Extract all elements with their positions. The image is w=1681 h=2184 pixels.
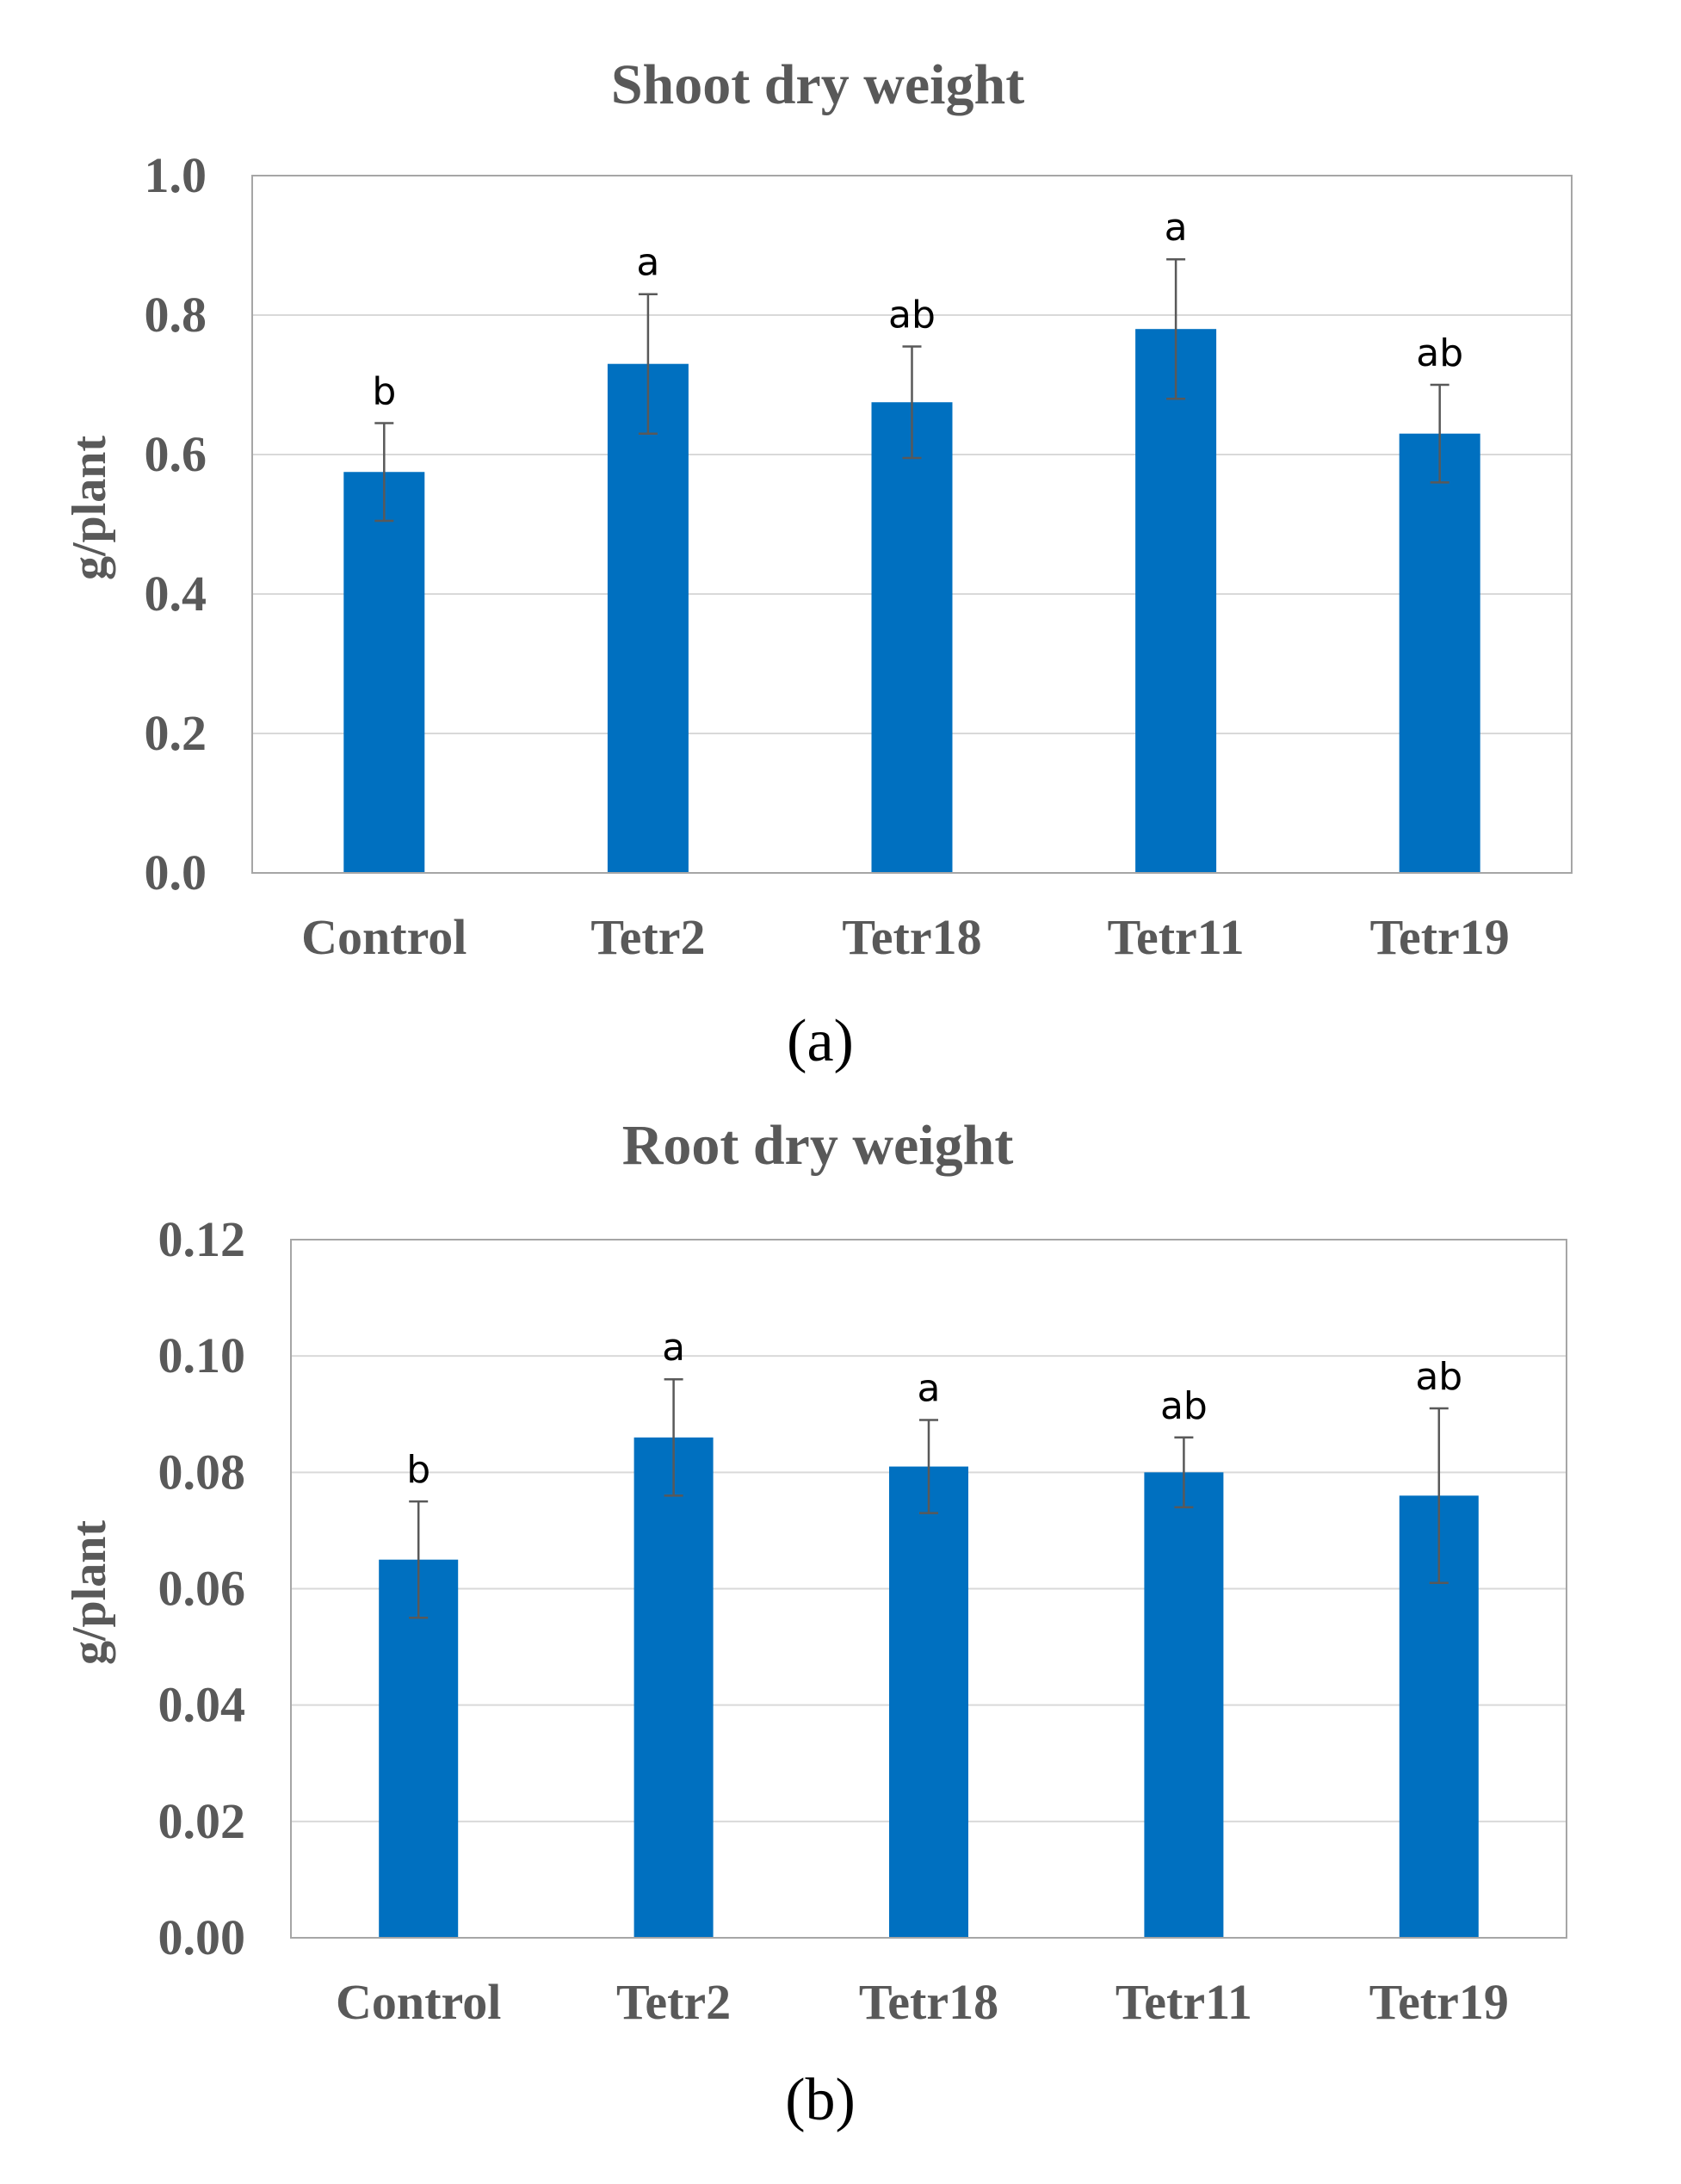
y-tick-label: 0.4 xyxy=(145,566,207,622)
y-tick-label: 0.8 xyxy=(145,287,207,343)
bar xyxy=(1399,433,1480,873)
bars xyxy=(379,1437,1479,1938)
x-tick-label: Tetr11 xyxy=(1116,1974,1252,2030)
bar xyxy=(343,472,425,873)
bar xyxy=(1135,329,1217,873)
bar xyxy=(633,1437,714,1938)
panel-label: (a) xyxy=(787,1008,854,1074)
y-tick-label: 0.02 xyxy=(158,1793,246,1849)
significance-label: ab xyxy=(888,293,936,337)
y-axis-title: g/plant xyxy=(63,1520,116,1665)
chart-title: Root dry weight xyxy=(622,1114,1014,1177)
bar xyxy=(871,402,953,873)
significance-label: a xyxy=(662,1326,685,1370)
x-tick-label: Tetr18 xyxy=(859,1974,998,2030)
x-tick-label: Tetr19 xyxy=(1369,1974,1509,2030)
chart-title: Shoot dry weight xyxy=(611,53,1024,116)
error-bar xyxy=(638,293,658,435)
y-tick-label: 0.00 xyxy=(158,1909,246,1965)
significance-label: a xyxy=(1165,206,1188,250)
y-axis-title: g/plant xyxy=(63,436,116,580)
error-bar xyxy=(1166,257,1186,400)
error-bar xyxy=(1174,1436,1194,1509)
significance-labels: b a ab a ab xyxy=(372,206,1463,413)
error-bar xyxy=(374,422,394,523)
bar xyxy=(379,1559,459,1938)
x-tick-label: Tetr11 xyxy=(1108,909,1245,965)
y-tick-label: 0.06 xyxy=(158,1561,246,1617)
x-tick-labels: Control Tetr2 Tetr18 Tetr11 Tetr19 xyxy=(301,909,1510,965)
bar xyxy=(607,363,689,873)
error-bar xyxy=(664,1377,683,1497)
significance-labels: b a a ab ab xyxy=(406,1326,1462,1492)
x-tick-label: Tetr2 xyxy=(616,1974,731,2030)
y-tick-labels: 0.00 0.02 0.04 0.06 0.08 0.10 0.12 xyxy=(158,1211,246,1965)
error-bars xyxy=(409,1377,1449,1619)
y-tick-label: 0.04 xyxy=(158,1677,246,1733)
significance-label: a xyxy=(918,1367,941,1411)
plot-area-frame xyxy=(290,1239,1567,1939)
x-tick-label: Control xyxy=(301,909,467,965)
bar xyxy=(1144,1472,1224,1938)
error-bar xyxy=(409,1500,429,1619)
y-tick-label: 0.10 xyxy=(158,1327,246,1383)
error-bars xyxy=(374,257,1449,523)
significance-label: ab xyxy=(1160,1384,1208,1428)
y-tick-label: 0.6 xyxy=(145,426,207,482)
y-tick-label: 0.0 xyxy=(145,845,207,900)
error-bar xyxy=(919,1419,938,1514)
x-tick-label: Tetr18 xyxy=(842,909,981,965)
x-tick-label: Tetr2 xyxy=(590,909,705,965)
significance-label: b xyxy=(406,1448,430,1492)
plot-area-frame xyxy=(251,175,1573,874)
significance-label: b xyxy=(372,370,396,414)
x-tick-label: Tetr19 xyxy=(1370,909,1510,965)
x-tick-label: Control xyxy=(336,1974,501,2030)
root-chart-panel: Root dry weight g/plant b a a ab ab 0.00 0.02… xyxy=(63,1114,1567,2133)
significance-label: a xyxy=(636,241,659,285)
bars xyxy=(343,329,1480,873)
y-tick-label: 0.2 xyxy=(145,705,207,761)
y-tick-label: 0.08 xyxy=(158,1444,246,1500)
significance-label: ab xyxy=(1416,331,1463,375)
bar xyxy=(889,1466,968,1938)
x-tick-labels: Control Tetr2 Tetr18 Tetr11 Tetr19 xyxy=(336,1974,1509,2030)
error-bar xyxy=(902,345,922,460)
y-tick-label: 1.0 xyxy=(145,147,207,203)
error-bar xyxy=(1430,383,1449,484)
error-bar xyxy=(1429,1407,1449,1584)
panel-label: (b) xyxy=(785,2067,856,2133)
y-tick-label: 0.12 xyxy=(158,1211,246,1267)
y-tick-labels: 0.0 0.2 0.4 0.6 0.8 1.0 xyxy=(145,147,207,900)
significance-label: ab xyxy=(1415,1355,1462,1399)
